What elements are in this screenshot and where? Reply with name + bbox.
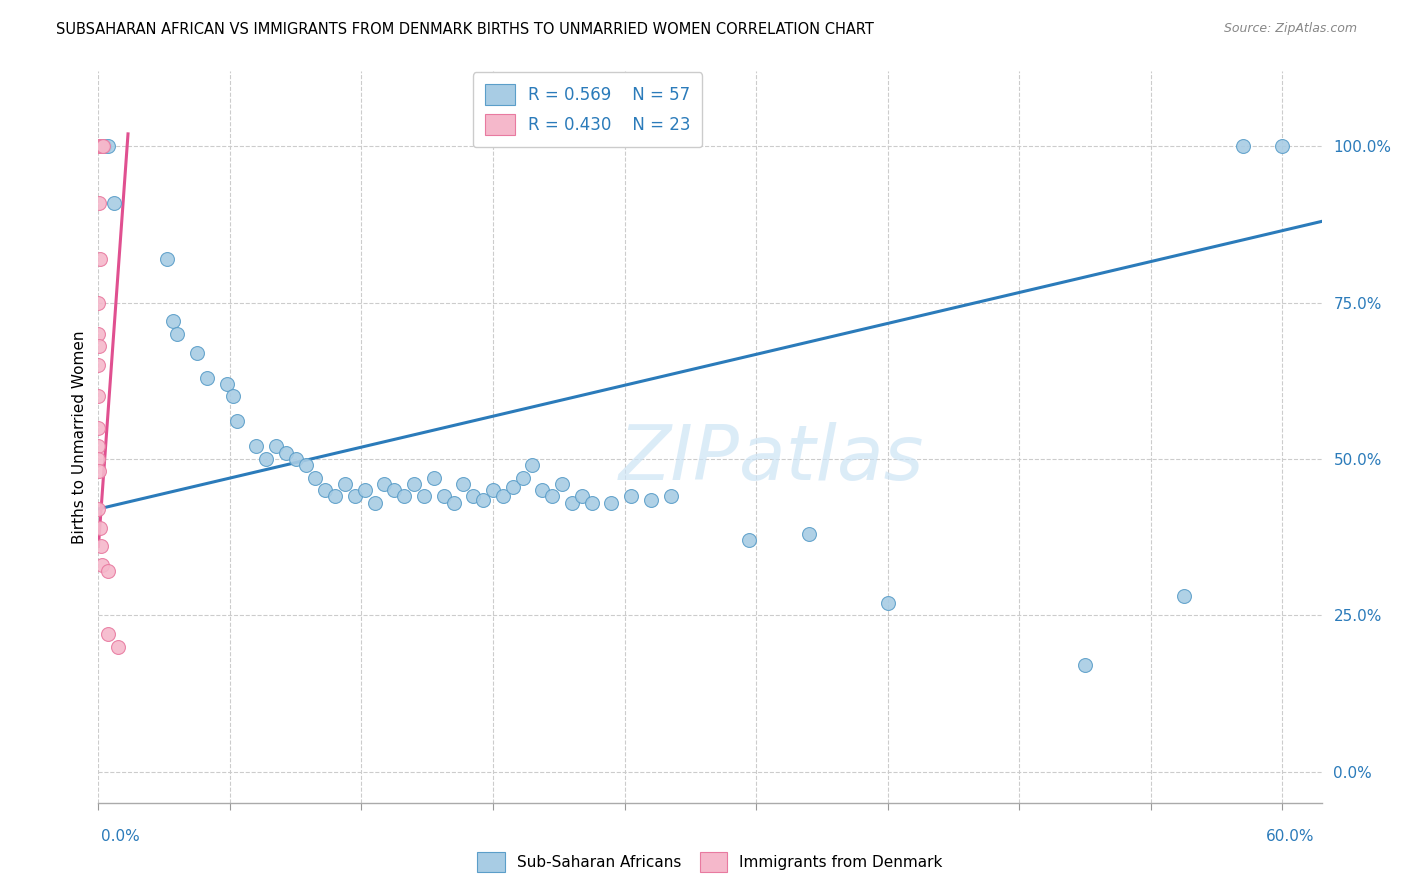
Point [87,440,110,454]
Point [97,565,120,579]
Point [453,477,475,491]
Point [87,295,110,310]
Point [264,440,287,454]
Point [363,496,385,510]
Point [215,376,238,391]
Point [304,471,326,485]
Point [1173,590,1195,604]
Point [551,477,574,491]
Point [413,490,436,504]
Point [107,640,129,654]
Point [87,502,110,516]
Text: 0.0%: 0.0% [101,830,141,844]
Point [492,490,515,504]
Point [97,139,120,153]
Point [195,370,218,384]
Point [1232,139,1254,153]
Legend: Sub-Saharan Africans, Immigrants from Denmark: Sub-Saharan Africans, Immigrants from De… [470,845,950,880]
Point [522,458,544,473]
Point [90,540,112,554]
Point [254,452,277,467]
Point [600,496,623,510]
Point [294,458,316,473]
Point [561,496,583,510]
Point [89,339,111,353]
Point [472,492,495,507]
Point [93,139,115,153]
Point [89,521,111,535]
Point [463,490,485,504]
Point [162,314,184,328]
Point [531,483,554,498]
Text: SUBSAHARAN AFRICAN VS IMMIGRANTS FROM DENMARK BIRTHS TO UNMARRIED WOMEN CORRELAT: SUBSAHARAN AFRICAN VS IMMIGRANTS FROM DE… [56,22,875,37]
Point [87,358,110,372]
Point [186,345,208,359]
Point [423,471,446,485]
Text: ZIPatlas: ZIPatlas [619,422,924,496]
Point [87,326,110,341]
Point [89,139,111,153]
Point [87,420,110,434]
Point [512,471,534,485]
Point [245,440,267,454]
Point [482,483,505,498]
Point [571,490,593,504]
Point [87,452,110,467]
Point [284,452,307,467]
Point [314,483,336,498]
Y-axis label: Births to Unmarried Women: Births to Unmarried Women [72,330,87,544]
Point [103,195,125,210]
Point [541,490,564,504]
Point [166,326,188,341]
Point [91,558,114,573]
Point [581,496,603,510]
Point [89,195,111,210]
Point [274,446,297,460]
Point [373,477,395,491]
Point [89,465,111,479]
Point [392,490,416,504]
Point [1074,658,1097,673]
Text: Source: ZipAtlas.com: Source: ZipAtlas.com [1223,22,1357,36]
Point [89,252,111,266]
Point [443,496,465,510]
Point [323,490,346,504]
Point [382,483,405,498]
Point [433,490,456,504]
Point [221,389,243,403]
Point [343,490,366,504]
Point [1271,139,1294,153]
Point [797,527,820,541]
Point [90,139,112,153]
Point [87,139,110,153]
Point [353,483,375,498]
Point [87,389,110,403]
Point [97,627,120,641]
Point [333,477,356,491]
Point [659,490,682,504]
Point [640,492,662,507]
Point [156,252,179,266]
Point [225,414,247,428]
Text: 60.0%: 60.0% [1267,830,1315,844]
Point [404,477,426,491]
Point [93,139,115,153]
Point [620,490,643,504]
Point [91,139,114,153]
Point [738,533,761,548]
Point [876,596,898,610]
Point [502,480,524,494]
